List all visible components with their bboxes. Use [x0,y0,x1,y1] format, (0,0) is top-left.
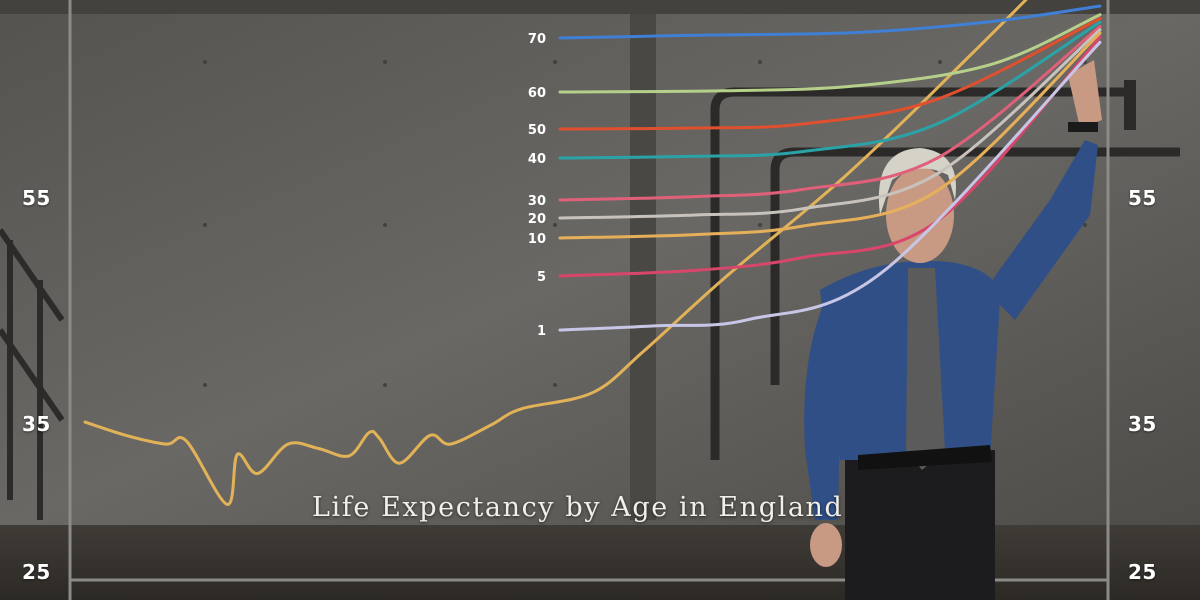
series-label-age-50: 50 [528,123,546,138]
y-axis-tick-left-25: 25 [22,560,51,584]
series-label-age-30: 30 [528,194,546,209]
series-line-age-1 [558,40,1102,332]
chart-title: Life Expectancy by Age in England [312,492,844,523]
y-axis-tick-left-55: 55 [22,186,51,210]
presenter [804,60,1102,600]
series-line-age-60 [558,13,1102,94]
y-axis-tick-right-35: 35 [1128,412,1157,436]
series-line-age-70 [558,4,1102,40]
series-label-age-60: 60 [528,86,546,101]
series-label-age-1: 1 [537,324,546,339]
series-label-age-70: 70 [528,32,546,47]
series-line-age-10 [558,31,1102,240]
series-line-age-30 [558,25,1102,202]
y-axis-tick-right-25: 25 [1128,560,1157,584]
series-label-age-5: 5 [537,270,546,285]
series-label-age-40: 40 [528,152,546,167]
y-axis-tick-left-35: 35 [22,412,51,436]
y-axis-tick-right-55: 55 [1128,186,1157,210]
series-label-age-10: 10 [528,232,546,247]
series-line-birth [83,0,1028,506]
series-label-age-20: 20 [528,212,546,227]
series-line-age-5 [558,35,1102,278]
series-line-age-40 [558,20,1102,160]
series-line-age-50 [558,17,1102,131]
staircase [0,228,65,520]
floor [0,525,1200,600]
series-line-age-20 [558,28,1102,220]
